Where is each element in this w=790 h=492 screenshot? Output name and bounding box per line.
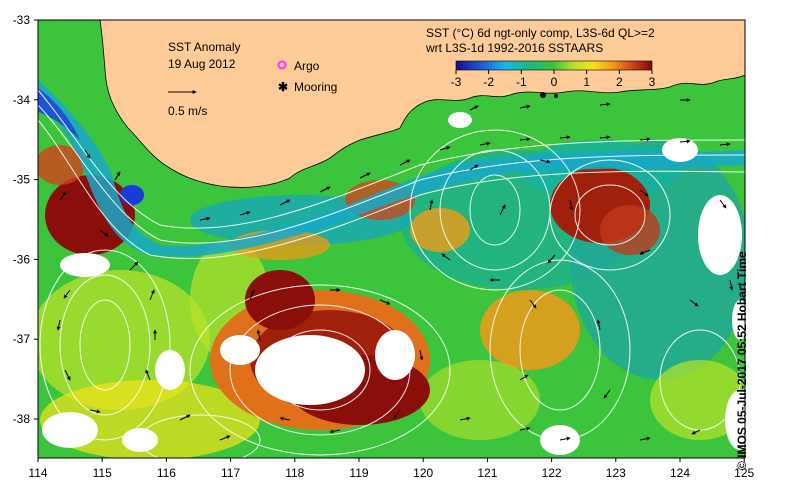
vector-scale-label: 0.5 m/s [168, 104, 207, 118]
credit-text: © IMOS 05-Jul-2017 05:52 Hobart Time [735, 251, 749, 470]
x-tick-label: 123 [606, 466, 626, 480]
colorbar-tick-label: -1 [516, 75, 527, 89]
mooring-legend-icon: ✱ [278, 80, 288, 94]
map-date: 19 Aug 2012 [168, 57, 236, 71]
y-tick-label: -38 [13, 412, 31, 426]
x-tick-label: 114 [28, 466, 47, 480]
colorbar-tick-label: 2 [616, 75, 623, 89]
colorbar-ticks: -3 -2 -1 0 1 2 3 [451, 70, 656, 89]
colorbar-tick-label: 0 [551, 75, 558, 89]
colorbar-tick-label: 1 [583, 75, 590, 89]
x-tick-label: 118 [285, 466, 304, 480]
argo-marker-icon [277, 60, 287, 70]
x-tick-label: 120 [413, 466, 433, 480]
map-title: SST Anomaly [168, 40, 240, 54]
y-tick-label: -35 [13, 173, 31, 187]
x-axis: 114 115 116 117 118 119 120 121 122 123 124 125 [28, 458, 755, 480]
y-tick-label: -36 [13, 252, 31, 266]
subtitle-line1: SST (°C) 6d ngt-only comp, L3S-6d QL>=2 [426, 26, 655, 40]
y-tick-label: -34 [13, 93, 31, 107]
x-tick-label: 124 [670, 466, 690, 480]
mooring-markers [540, 92, 558, 98]
mooring-legend-label: Mooring [294, 80, 337, 94]
current-vectors [56, 98, 734, 441]
x-tick-label: 117 [221, 466, 240, 480]
sst-field [38, 20, 745, 458]
subtitle-line2: wrt L3S-1d 1992-2016 SSTAARS [425, 41, 603, 55]
colorbar [455, 60, 653, 71]
y-tick-label: -37 [13, 332, 31, 346]
colorbar-tick-label: 3 [649, 75, 656, 89]
x-tick-label: 115 [93, 466, 112, 480]
x-tick-label: 121 [477, 466, 497, 480]
x-tick-label: 125 [734, 466, 754, 480]
x-tick-label: 119 [349, 466, 368, 480]
x-tick-label: 122 [542, 466, 562, 480]
colorbar-tick-label: -3 [451, 75, 462, 89]
y-axis: -33 -34 -35 -36 -37 -38 [13, 13, 38, 426]
y-tick-label: -33 [13, 13, 31, 27]
argo-legend-label: Argo [294, 59, 320, 73]
colorbar-tick-label: -2 [483, 75, 494, 89]
plot-frame [37, 19, 746, 459]
x-tick-label: 116 [157, 466, 176, 480]
